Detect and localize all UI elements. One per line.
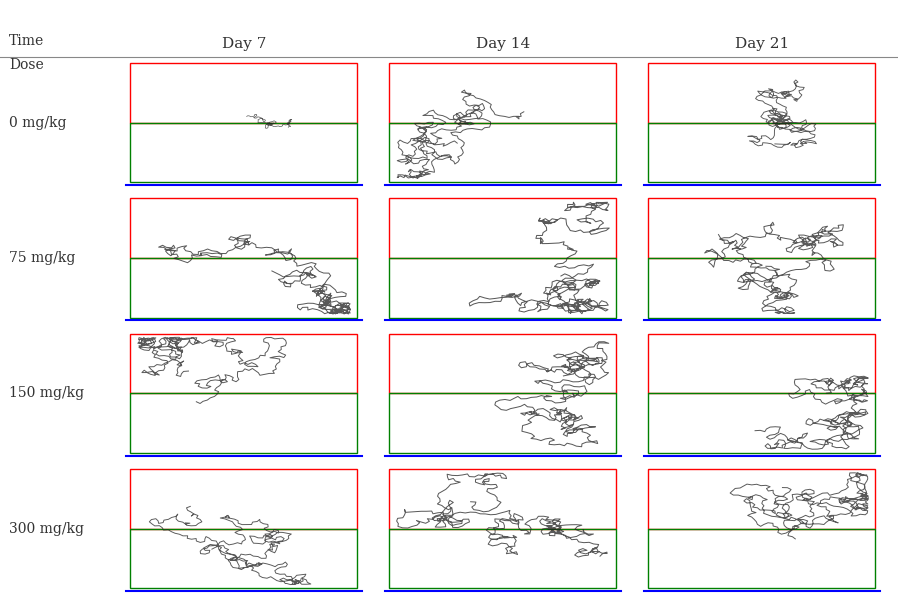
Bar <box>648 469 876 529</box>
Bar <box>648 333 876 393</box>
Bar <box>130 122 357 182</box>
Bar <box>648 63 876 122</box>
Text: Day 7: Day 7 <box>222 37 266 51</box>
Bar <box>130 469 357 529</box>
Bar <box>390 63 616 122</box>
Bar <box>648 529 876 589</box>
Text: 300 mg/kg: 300 mg/kg <box>9 522 84 535</box>
Bar <box>130 63 357 122</box>
Text: Time: Time <box>9 34 44 48</box>
Bar <box>130 198 357 258</box>
Text: Day 14: Day 14 <box>476 37 530 51</box>
Text: 150 mg/kg: 150 mg/kg <box>9 387 84 400</box>
Bar <box>648 198 876 258</box>
Bar <box>390 122 616 182</box>
Bar <box>648 258 876 318</box>
Bar <box>390 258 616 318</box>
Bar <box>130 258 357 318</box>
Text: Dose: Dose <box>9 58 44 72</box>
Bar <box>648 393 876 453</box>
Bar <box>130 529 357 589</box>
Bar <box>390 529 616 589</box>
Bar <box>390 393 616 453</box>
Bar <box>130 393 357 453</box>
Bar <box>390 469 616 529</box>
Text: Day 21: Day 21 <box>735 37 789 51</box>
Bar <box>390 198 616 258</box>
Text: 75 mg/kg: 75 mg/kg <box>9 251 75 265</box>
Bar <box>648 122 876 182</box>
Bar <box>130 333 357 393</box>
Bar <box>390 333 616 393</box>
Text: 0 mg/kg: 0 mg/kg <box>9 116 66 130</box>
